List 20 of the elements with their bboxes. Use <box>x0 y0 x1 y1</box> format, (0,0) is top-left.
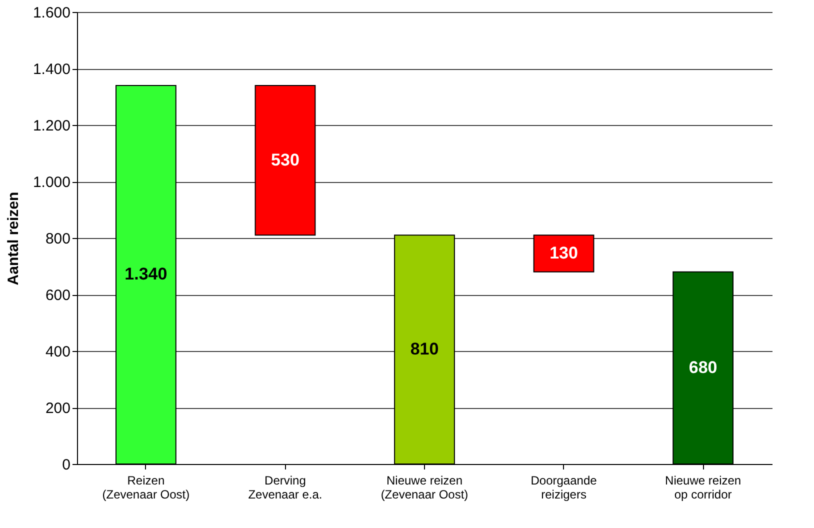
x-tick-label: Derving Zevenaar e.a. <box>248 474 322 502</box>
x-tick-label: Reizen (Zevenaar Oost) <box>102 474 190 502</box>
y-tick-label: 400 <box>45 344 70 360</box>
y-tick-label: 800 <box>45 230 70 248</box>
y-tick-label: 1.400 <box>32 61 70 78</box>
y-tick-label: 1.200 <box>32 118 70 134</box>
data-label: 680 <box>688 358 718 377</box>
y-tick-label: 0 <box>62 456 70 474</box>
x-tick-label: Doorgaande reizigers <box>530 474 598 502</box>
x-tick-label: Nieuwe reizen (Zevenaar Oost) <box>380 474 468 502</box>
y-tick-label: 200 <box>45 400 70 417</box>
data-label: 530 <box>271 150 300 170</box>
data-label: 130 <box>550 244 578 263</box>
data-label: 810 <box>410 340 439 359</box>
y-tick-label: 600 <box>45 287 70 304</box>
y-tick-label: 1.000 <box>32 174 70 191</box>
y-axis-title: Aantal reizen <box>4 192 22 286</box>
x-tick-label: Nieuwe reizen op corridor <box>665 474 742 502</box>
data-label: 1.340 <box>124 264 168 284</box>
y-tick-label: 1.600 <box>32 4 70 22</box>
